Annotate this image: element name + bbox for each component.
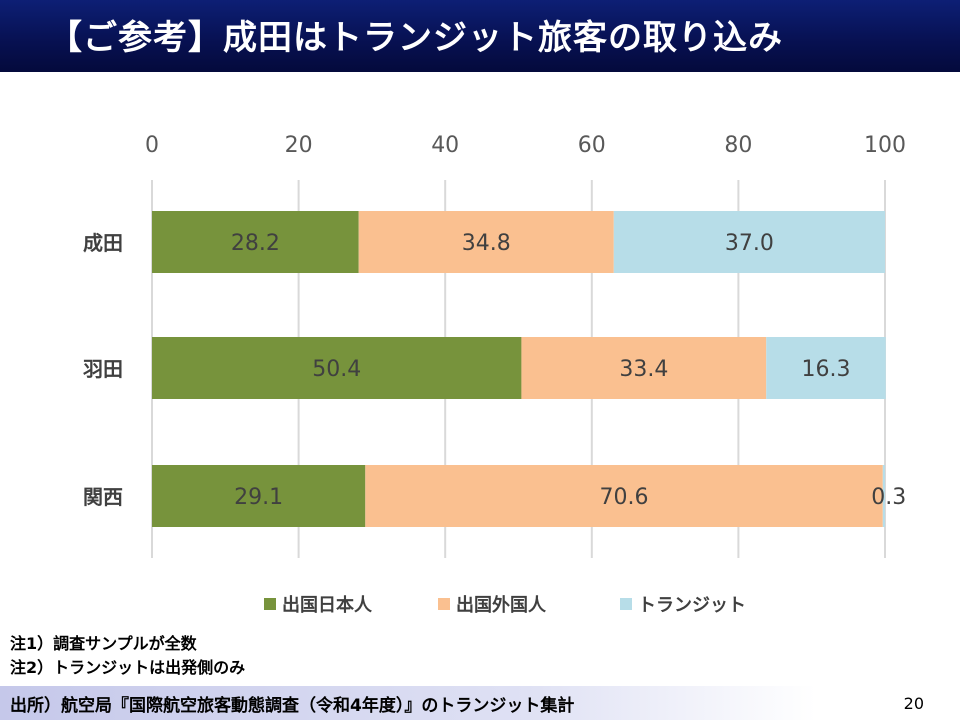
x-tick-label: 80 (724, 133, 752, 158)
data-label: 33.4 (619, 357, 668, 382)
data-label: 28.2 (231, 231, 280, 256)
category-label: 成田 (83, 231, 123, 255)
bar-segment (152, 465, 366, 527)
bar-segment (152, 337, 522, 399)
bar-segment (766, 337, 886, 399)
bar-segment (358, 211, 614, 273)
data-label: 34.8 (462, 231, 511, 256)
x-tick-label: 100 (864, 133, 906, 158)
source-bar: 出所）航空局『国際航空旅客動態調査（令和4年度）』のトランジット集計 20 (0, 686, 960, 720)
slide-title: 【ご参考】成田はトランジット旅客の取り込み (48, 18, 783, 58)
bar-segment (613, 211, 885, 273)
legend-label: 出国日本人 (282, 594, 373, 616)
x-axis-tick-labels: 0 20 40 60 80 100 (145, 133, 906, 158)
bar-segment (882, 465, 885, 527)
chart-bars: 28.2 34.8 37.0 50.4 33.4 16.3 29.1 70.6 0.3 (152, 211, 906, 527)
chart-legend: 出国日本人 出国外国人 トランジット (264, 594, 746, 616)
x-tick-label: 0 (145, 133, 159, 158)
bar-segment (365, 465, 883, 527)
x-tick-label: 20 (285, 133, 313, 158)
source-citation: 出所）航空局『国際航空旅客動態調査（令和4年度）』のトランジット集計 (10, 696, 575, 716)
legend-swatch (620, 598, 632, 610)
legend-swatch (264, 598, 276, 610)
category-label: 羽田 (83, 357, 123, 381)
data-label: 37.0 (725, 231, 774, 256)
legend-swatch (438, 598, 450, 610)
data-label: 70.6 (600, 485, 649, 510)
data-label: 16.3 (802, 357, 851, 382)
footnotes: 注1）調査サンプルが全数 注2）トランジットは出発側のみ (10, 632, 245, 680)
legend-label: 出国外国人 (456, 594, 547, 616)
page-number: 20 (903, 694, 924, 713)
title-bar: 【ご参考】成田はトランジット旅客の取り込み (0, 0, 960, 72)
legend-label: トランジット (638, 595, 746, 616)
data-label: 50.4 (312, 357, 361, 382)
data-label: 0.3 (871, 485, 906, 510)
x-tick-label: 60 (578, 133, 606, 158)
bar-segment (152, 211, 359, 273)
footnote-2: 注2）トランジットは出発側のみ (10, 658, 246, 677)
category-label: 関西 (83, 485, 123, 509)
x-tick-label: 40 (431, 133, 459, 158)
bar-segment (521, 337, 767, 399)
data-label: 29.1 (234, 485, 283, 510)
footnote-1: 注1）調査サンプルが全数 (10, 634, 197, 653)
